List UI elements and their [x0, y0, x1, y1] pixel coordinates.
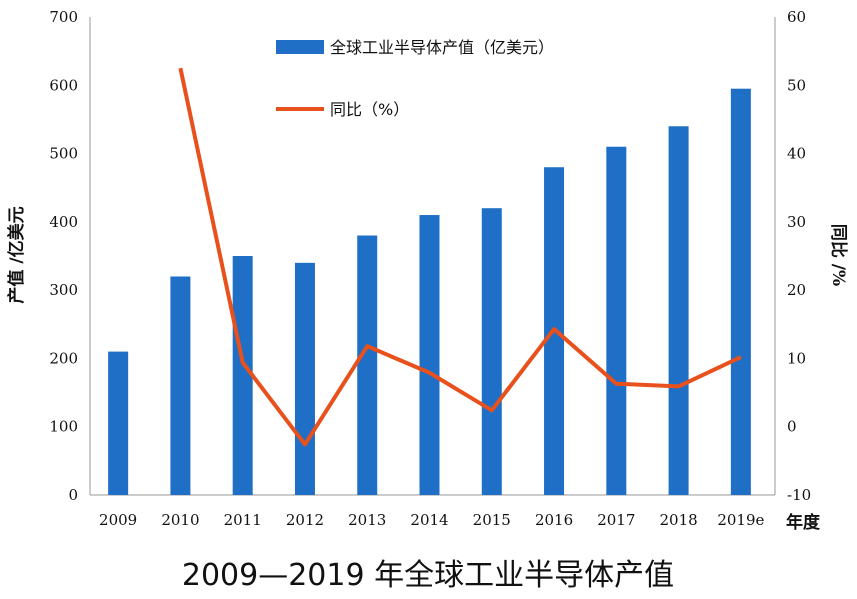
- x-tick-label: 2015: [473, 511, 511, 529]
- right-tick-label: 30: [787, 213, 806, 231]
- left-tick-label: 300: [49, 281, 78, 299]
- bar-2010: [170, 276, 191, 495]
- legend-bar-swatch: [276, 40, 324, 54]
- x-tick-label: 2011: [224, 511, 262, 529]
- bar-2009: [108, 351, 129, 495]
- legend-line-label: 同比（%）: [330, 100, 409, 119]
- bar-2011: [232, 256, 253, 495]
- right-tick-label: 50: [787, 76, 806, 94]
- bar-2018: [668, 126, 689, 495]
- bar-2012: [294, 262, 315, 495]
- x-tick-label: 2016: [535, 511, 573, 529]
- x-tick-label: 2017: [597, 511, 635, 529]
- chart-title: 2009—2019 年全球工业半导体产值: [182, 558, 674, 593]
- left-tick-label: 400: [49, 213, 78, 231]
- right-tick-label: 20: [787, 281, 806, 299]
- bar-2015: [481, 208, 502, 495]
- x-axis-label: 年度: [786, 512, 821, 533]
- right-tick-label: 0: [787, 418, 797, 436]
- bar-2013: [357, 235, 378, 495]
- left-tick-label: 100: [49, 418, 78, 436]
- left-tick-label: 600: [49, 76, 78, 94]
- bar-2019e: [730, 88, 751, 495]
- x-tick-label: 2012: [286, 511, 324, 529]
- right-axis-label: 同比 /%: [828, 224, 849, 286]
- x-tick-label: 2014: [410, 511, 448, 529]
- left-tick-label: 700: [49, 8, 78, 26]
- left-tick-label: 500: [49, 145, 78, 163]
- left-tick-label: 0: [68, 486, 78, 504]
- legend-bar-label: 全球工业半导体产值（亿美元）: [330, 38, 554, 57]
- right-tick-label: -10: [787, 486, 811, 504]
- left-axis-label: 产值 /亿美元: [6, 206, 27, 303]
- right-tick-label: 60: [787, 8, 806, 26]
- right-tick-label: 10: [787, 349, 806, 367]
- bar-2017: [606, 146, 627, 495]
- yoy-line: [178, 67, 742, 447]
- bar-2014: [419, 215, 440, 495]
- x-tick-label: 2010: [161, 511, 199, 529]
- x-tick-label: 2018: [659, 511, 697, 529]
- left-tick-label: 200: [49, 349, 78, 367]
- x-tick-label: 2009: [99, 511, 137, 529]
- x-tick-label: 2013: [348, 511, 386, 529]
- x-tick-label: 2019e: [717, 511, 764, 529]
- right-tick-label: 40: [787, 145, 806, 163]
